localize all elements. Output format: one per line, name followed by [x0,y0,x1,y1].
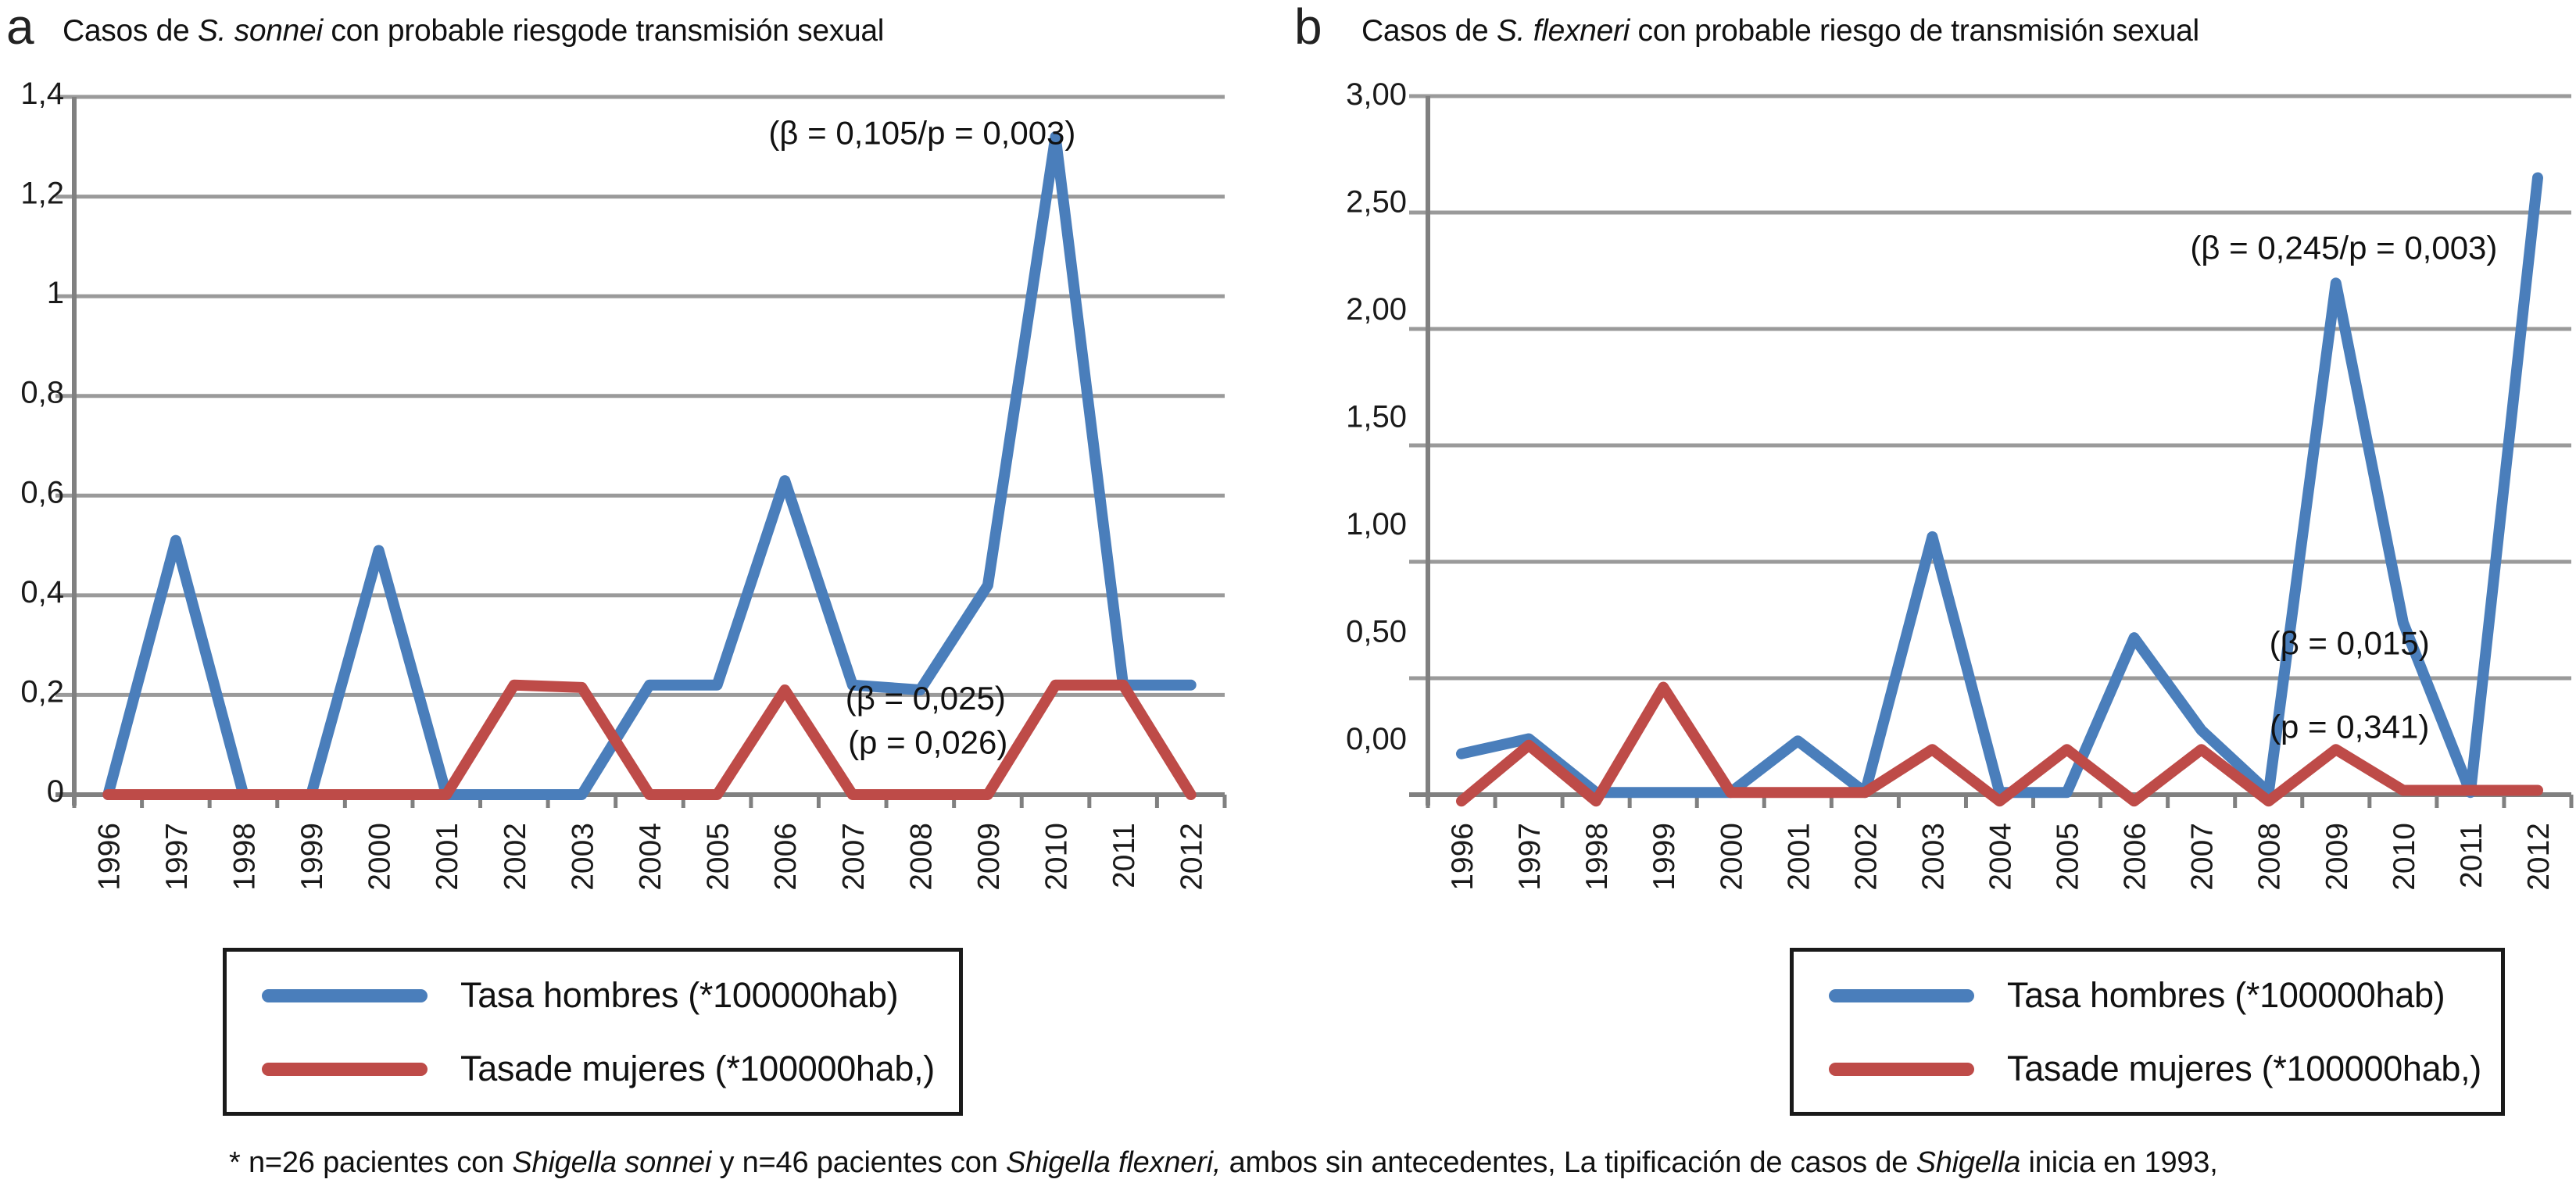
y-tick-label: 0,00 [1346,722,1407,756]
x-tick-label: 2007 [837,823,871,891]
legend-item-hombres-a: Tasa hombres (*100000hab) [227,975,959,1016]
x-tick-label: 2008 [904,823,938,891]
y-tick-label: 1 [47,276,64,310]
panel-b-title-pre: Casos de [1361,14,1497,48]
legend-swatch-mujeres-a [262,1062,428,1076]
y-tick-label: 1,00 [1346,507,1407,541]
panel-a-title-post: con probable riesgode transmisión sexual [322,14,885,48]
x-tick-label: 2011 [2455,823,2488,888]
x-tick-label: 2008 [2253,823,2287,891]
x-tick-label: 2004 [1984,823,2018,891]
series-line-mujeres [102,679,1197,800]
x-tick-label: 1996 [1446,823,1479,891]
stat-annotation: (β = 0,105/p = 0,003) [768,115,1075,152]
series-line-hombres [1456,172,2543,799]
legend-item-mujeres-b: Tasade mujeres (*100000hab,) [1794,1049,2501,1089]
legend-label-mujeres-a: Tasade mujeres (*100000hab,) [460,1049,935,1088]
x-tick-label: 1999 [1648,823,1681,891]
legend-label-mujeres-b: Tasade mujeres (*100000hab,) [2007,1049,2481,1088]
x-tick-label: 1998 [227,823,261,891]
legend-swatch-hombres-a [262,988,428,1002]
stat-annotation: (p = 0,341) [2270,709,2429,745]
footnote-segment: inicia en 1993, [2020,1146,2218,1179]
footnote-segment: Shigella sonnei [512,1146,712,1179]
footnote-segment: y n=46 pacientes con [711,1146,1007,1179]
x-tick-label: 2009 [972,823,1006,891]
x-tick-label: 2007 [2186,823,2220,891]
y-tick-label: 2,00 [1346,292,1407,327]
x-tick-label: 2001 [431,823,464,891]
legend-label-hombres-b: Tasa hombres (*100000hab) [2007,975,2445,1015]
legend-chart-b: Tasa hombres (*100000hab) Tasade mujeres… [1790,948,2505,1116]
legend-label-hombres-a: Tasa hombres (*100000hab) [460,975,899,1015]
footnote-segment: ambos sin antecedentes, La tipificación … [1221,1146,1916,1179]
legend-swatch-mujeres-b [1829,1062,1974,1076]
legend-item-hombres-b: Tasa hombres (*100000hab) [1794,975,2501,1016]
footnote-segment: Shigella [1916,1146,2021,1179]
legend-item-mujeres-a: Tasade mujeres (*100000hab,) [227,1049,959,1089]
x-tick-label: 2005 [702,823,735,891]
x-tick-label: 2006 [2119,823,2152,891]
y-tick-label: 0,4 [20,575,64,609]
y-tick-label: 0,50 [1346,615,1407,649]
x-tick-label: 1998 [1580,823,1614,891]
panel-b-letter: b [1294,0,1322,55]
stat-annotation: (p = 0,026) [848,724,1007,760]
y-tick-label: 1,4 [20,77,64,111]
x-tick-label: 2005 [2052,823,2085,891]
x-tick-label: 2000 [1715,823,1748,891]
panel-b-title: Casos de S. flexneri con probable riesgo… [1361,14,2199,49]
y-tick-label: 0,2 [20,674,64,709]
x-tick-label: 2002 [499,823,532,891]
panel-a-title: Casos de S. sonnei con probable riesgode… [63,14,884,49]
x-tick-label: 2010 [2388,823,2421,891]
y-tick-label: 1,2 [20,177,64,211]
x-tick-label: 2003 [566,823,599,891]
x-tick-label: 2009 [2320,823,2354,891]
panel-b-title-species: S. flexneri [1496,14,1630,48]
footnote: * n=26 pacientes con Shigella sonnei y n… [229,1146,2218,1180]
stat-annotation: (β = 0,025) [846,680,1006,717]
x-tick-label: 1999 [295,823,329,891]
x-tick-label: 2003 [1916,823,1950,891]
panel-a-title-species: S. sonnei [197,14,323,48]
x-tick-label: 1997 [160,823,194,891]
y-tick-label: 2,50 [1346,185,1407,220]
x-tick-label: 2000 [363,823,397,891]
x-tick-label: 2012 [2522,823,2556,891]
x-tick-label: 2010 [1040,823,1074,891]
legend-swatch-hombres-b [1829,988,1974,1002]
y-tick-label: 0,8 [20,376,64,410]
stat-annotation: (β = 0,015) [2270,624,2430,661]
x-tick-label: 1997 [1513,823,1547,891]
stat-annotation: (β = 0,245/p = 0,003) [2190,229,2497,266]
panel-b-title-post: con probable riesgo de transmisión sexua… [1630,14,2200,48]
x-tick-label: 2011 [1107,823,1141,888]
series-line-mujeres [1456,681,2543,807]
footnote-segment: * n=26 pacientes con [229,1146,513,1179]
x-tick-label: 2002 [1849,823,1883,891]
x-tick-label: 2006 [769,823,803,891]
y-tick-label: 0,6 [20,475,64,509]
x-tick-label: 2001 [1782,823,1816,891]
x-tick-label: 2004 [634,823,667,891]
footnote-segment: Shigella flexneri, [1006,1146,1222,1179]
x-tick-label: 2012 [1175,823,1209,891]
y-tick-label: 1,50 [1346,400,1407,434]
panel-a-title-pre: Casos de [63,14,198,48]
panel-a-letter: a [6,0,34,55]
legend-chart-a: Tasa hombres (*100000hab) Tasade mujeres… [223,948,963,1116]
y-tick-label: 3,00 [1346,77,1407,112]
y-tick-label: 0 [47,774,64,809]
x-tick-label: 1996 [92,823,126,891]
